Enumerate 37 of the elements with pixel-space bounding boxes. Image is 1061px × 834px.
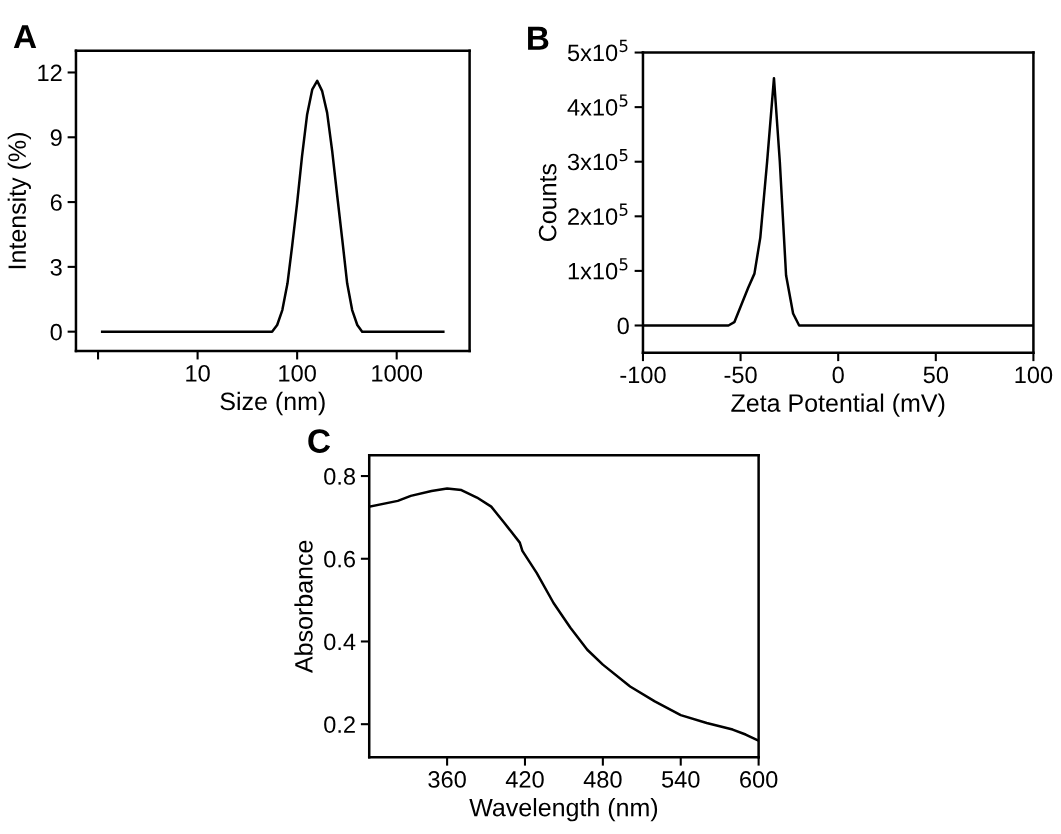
- x-tick-label: 100: [1015, 366, 1053, 384]
- y-tick-label: 0.4: [324, 633, 356, 651]
- x-tick-label: 480: [583, 771, 622, 788]
- x-tick-label: 10: [186, 364, 210, 382]
- x-tick-label: 50: [923, 366, 949, 384]
- x-tick-label: 100: [279, 364, 316, 382]
- x-tick-label: 360: [428, 771, 466, 788]
- x-tick-label: 600: [740, 771, 778, 788]
- x-tick-label: -100: [620, 366, 666, 384]
- x-tick-label: 420: [505, 771, 544, 788]
- x-tick-label: 540: [661, 771, 700, 788]
- x-tick-label: 1000: [372, 364, 423, 382]
- x-axis-title: Size (nm): [220, 391, 325, 416]
- y-tick-label: 5x10$^{5}$: [567, 39, 628, 62]
- x-axis-title: Zeta Potential (mV): [731, 393, 945, 417]
- x-tick-label: 0: [832, 366, 844, 384]
- y-tick-label: 0.8: [324, 468, 356, 485]
- y-tick-label: 6: [50, 194, 62, 211]
- y-tick-label: 12: [38, 64, 62, 82]
- y-tick-label: 0.6: [324, 550, 355, 568]
- y-tick-label: 9: [50, 129, 62, 147]
- y-tick-label: 4x10$^{5}$: [567, 94, 628, 116]
- x-tick-label: -50: [724, 366, 757, 384]
- chart-title: B: [528, 26, 549, 50]
- y-axis-title: Absorbance: [294, 540, 313, 673]
- chart-title: A: [13, 25, 37, 49]
- chart-title: C: [308, 429, 331, 453]
- y-axis-title: Counts: [538, 163, 557, 241]
- y-tick-label: 0: [617, 317, 629, 335]
- y-tick-label: 0.2: [324, 716, 355, 733]
- y-tick-label: 3x10$^{5}$: [567, 149, 628, 171]
- y-tick-label: 0: [50, 323, 62, 341]
- x-axis-title: Wavelength (nm): [469, 798, 658, 822]
- y-axis-title: Intensity (%): [7, 133, 31, 269]
- y-tick-label: 3: [50, 258, 62, 276]
- y-tick-label: 1x10$^{5}$: [568, 258, 628, 280]
- y-tick-label: 2x10$^{5}$: [568, 203, 628, 225]
